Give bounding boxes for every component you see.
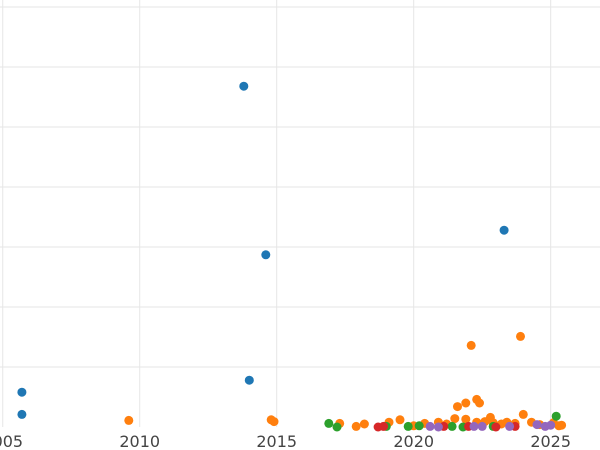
data-point-s2-13: [450, 414, 460, 424]
data-point-s2-16: [461, 398, 471, 408]
data-point-s2-28: [518, 409, 528, 419]
horizontal-gridlines: [0, 6, 600, 368]
data-point-s5-3: [469, 421, 479, 431]
x-tick-label-2010: 2010: [119, 432, 160, 450]
data-point-s5-2: [433, 422, 443, 432]
data-point-s1-6: [499, 225, 509, 235]
data-point-s2-8: [395, 415, 405, 425]
x-tick-label-2005: 2005: [0, 432, 23, 450]
data-point-s5-1: [425, 421, 435, 431]
data-point-s3-1: [324, 418, 334, 428]
data-point-s2-14: [453, 402, 462, 412]
data-point-s3-2: [332, 422, 342, 432]
x-tick-label-2020: 2020: [393, 432, 434, 450]
data-point-s3-9: [551, 411, 561, 421]
data-point-s2-1: [124, 415, 134, 425]
data-point-s3-6: [447, 421, 457, 431]
data-point-s5-8: [546, 420, 556, 430]
data-point-s2-17: [466, 340, 476, 350]
data-point-s1-1: [17, 387, 27, 397]
data-point-s5-6: [532, 420, 542, 430]
data-point-s2-20: [475, 398, 484, 408]
data-point-s2-15: [461, 414, 471, 424]
x-axis-tick-labels: 2005 2010 2015 2020 2025: [0, 432, 571, 450]
data-point-s5-5: [505, 421, 515, 431]
x-tick-label-2025: 2025: [530, 432, 571, 450]
data-point-s1-4: [261, 250, 271, 260]
data-point-s4-2: [379, 421, 389, 431]
data-point-s2-5: [351, 421, 361, 431]
data-point-s1-2: [17, 409, 27, 419]
x-tick-label-2015: 2015: [256, 432, 297, 450]
vertical-gridlines: [2, 0, 552, 427]
data-point-s2-6: [359, 419, 369, 429]
data-point-s3-4: [403, 421, 413, 431]
data-point-s2-27: [516, 331, 525, 341]
data-point-s1-3: [239, 81, 249, 91]
data-points: [17, 81, 567, 432]
data-point-s1-5: [244, 375, 254, 385]
data-point-s2-33: [557, 420, 567, 430]
data-point-s3-5: [414, 421, 424, 431]
data-point-s4-5: [491, 422, 501, 432]
data-point-s5-4: [477, 421, 487, 431]
data-point-s2-3: [269, 417, 279, 427]
